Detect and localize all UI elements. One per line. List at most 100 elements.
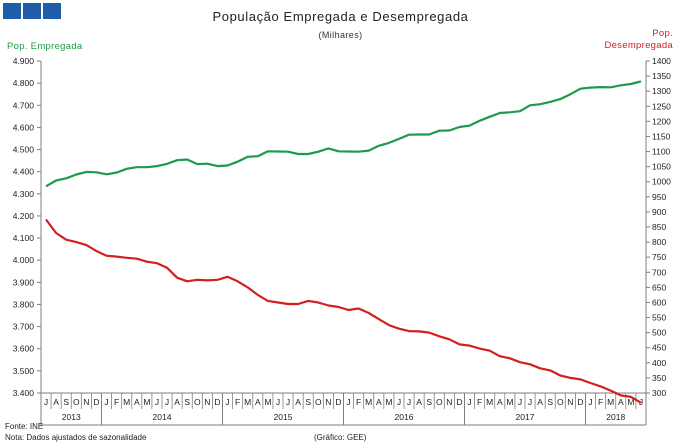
right-axis-tick-label: 550	[652, 313, 666, 323]
right-axis-tick-label: 500	[652, 328, 666, 338]
right-axis-tick-label: 600	[652, 297, 666, 307]
month-tick-label: M	[264, 397, 271, 407]
month-tick-label: D	[456, 397, 462, 407]
year-tick-label: 2018	[606, 412, 625, 422]
chart-title: População Empregada e Desempregada	[212, 9, 469, 24]
month-tick-label: S	[184, 397, 190, 407]
month-tick-label: J	[397, 397, 401, 407]
left-axis-tick-label: 3.500	[13, 366, 35, 376]
month-tick-label: O	[73, 397, 80, 407]
year-tick-label: 2013	[62, 412, 81, 422]
month-tick-label: J	[407, 397, 411, 407]
month-tick-label: S	[426, 397, 432, 407]
credit-note: (Gráfico: GEE)	[314, 433, 367, 442]
right-axis-tick-label: 800	[652, 237, 666, 247]
month-tick-label: S	[547, 397, 553, 407]
year-tick-label: 2016	[395, 412, 414, 422]
source-note: Fonte: INE	[5, 422, 44, 431]
right-axis-label-line: Pop.	[652, 28, 673, 39]
right-axis-tick-label: 950	[652, 192, 666, 202]
month-tick-label: M	[607, 397, 614, 407]
logo-block	[43, 3, 61, 19]
right-axis-tick-label: 1400	[652, 56, 671, 66]
month-tick-label: D	[93, 397, 99, 407]
month-tick-label: F	[477, 397, 482, 407]
month-tick-label: O	[315, 397, 322, 407]
month-tick-label: F	[598, 397, 603, 407]
right-axis-label: Pop. Desempregada	[604, 28, 673, 52]
right-axis-tick-label: 650	[652, 282, 666, 292]
month-tick-label: M	[385, 397, 392, 407]
right-axis-tick-label: 450	[652, 343, 666, 353]
month-tick-label: J	[155, 397, 159, 407]
month-tick-label: N	[204, 397, 210, 407]
month-tick-label: M	[123, 397, 130, 407]
month-tick-label: J	[276, 397, 280, 407]
month-tick-label: N	[567, 397, 573, 407]
month-tick-label: M	[365, 397, 372, 407]
year-tick-label: 2017	[516, 412, 535, 422]
left-axis-tick-label: 3.400	[13, 388, 35, 398]
month-tick-label: J	[44, 397, 48, 407]
month-tick-label: S	[63, 397, 69, 407]
employed-series-line	[45, 80, 642, 188]
right-axis-tick-label: 700	[652, 267, 666, 277]
right-axis-tick-label: 1200	[652, 116, 671, 126]
left-axis-tick-label: 3.900	[13, 277, 35, 287]
right-axis-label-line: Desempregada	[604, 40, 673, 51]
month-tick-label: D	[214, 397, 220, 407]
month-tick-label: A	[134, 397, 140, 407]
month-tick-label: F	[114, 397, 119, 407]
month-tick-label: A	[497, 397, 503, 407]
month-tick-label: N	[83, 397, 89, 407]
right-axis-tick-label: 1050	[652, 162, 671, 172]
right-axis-tick-label: 300	[652, 388, 666, 398]
left-axis-tick-label: 4.700	[13, 100, 35, 110]
month-tick-label: J	[346, 397, 350, 407]
logo	[3, 3, 61, 19]
logo-block	[23, 3, 41, 19]
month-tick-label: A	[416, 397, 422, 407]
right-axis-tick-label: 400	[652, 358, 666, 368]
left-axis-tick-label: 4.100	[13, 233, 35, 243]
month-tick-label: J	[588, 397, 592, 407]
month-tick-label: M	[486, 397, 493, 407]
month-tick-label: M	[627, 397, 634, 407]
month-tick-label: F	[356, 397, 361, 407]
left-axis-tick-label: 3.800	[13, 299, 35, 309]
month-tick-label: S	[305, 397, 311, 407]
right-axis-tick-label: 1000	[652, 177, 671, 187]
left-axis-label: Pop. Empregada	[7, 41, 83, 52]
right-axis-tick-label: 850	[652, 222, 666, 232]
left-axis-tick-label: 4.600	[13, 122, 35, 132]
right-axis-tick-label: 900	[652, 207, 666, 217]
unemployed-series-line	[45, 218, 642, 404]
left-axis-tick-label: 4.500	[13, 145, 35, 155]
adjustment-note: Nota: Dados ajustados de sazonalidade	[5, 433, 147, 442]
left-axis-tick-label: 4.900	[13, 56, 35, 66]
month-tick-label: A	[618, 397, 624, 407]
month-tick-label: O	[557, 397, 564, 407]
month-tick-label: N	[446, 397, 452, 407]
month-tick-label: D	[577, 397, 583, 407]
month-tick-label: A	[174, 397, 180, 407]
right-axis-tick-label: 1350	[652, 71, 671, 81]
chart-subtitle: (Milhares)	[318, 30, 363, 40]
right-axis-tick-label: 1150	[652, 131, 671, 141]
month-tick-label: M	[506, 397, 513, 407]
year-tick-label: 2014	[153, 412, 172, 422]
right-axis-tick-label: 1100	[652, 147, 671, 157]
month-tick-label: D	[335, 397, 341, 407]
month-tick-label: O	[436, 397, 443, 407]
left-axis-tick-label: 4.800	[13, 78, 35, 88]
right-axis-tick-label: 1250	[652, 101, 671, 111]
month-tick-label: O	[194, 397, 201, 407]
month-tick-label: J	[165, 397, 169, 407]
month-tick-label: J	[528, 397, 532, 407]
month-tick-label: N	[325, 397, 331, 407]
right-axis-tick-label: 350	[652, 373, 666, 383]
month-tick-label: J	[225, 397, 229, 407]
month-tick-label: A	[537, 397, 543, 407]
month-tick-label: F	[235, 397, 240, 407]
